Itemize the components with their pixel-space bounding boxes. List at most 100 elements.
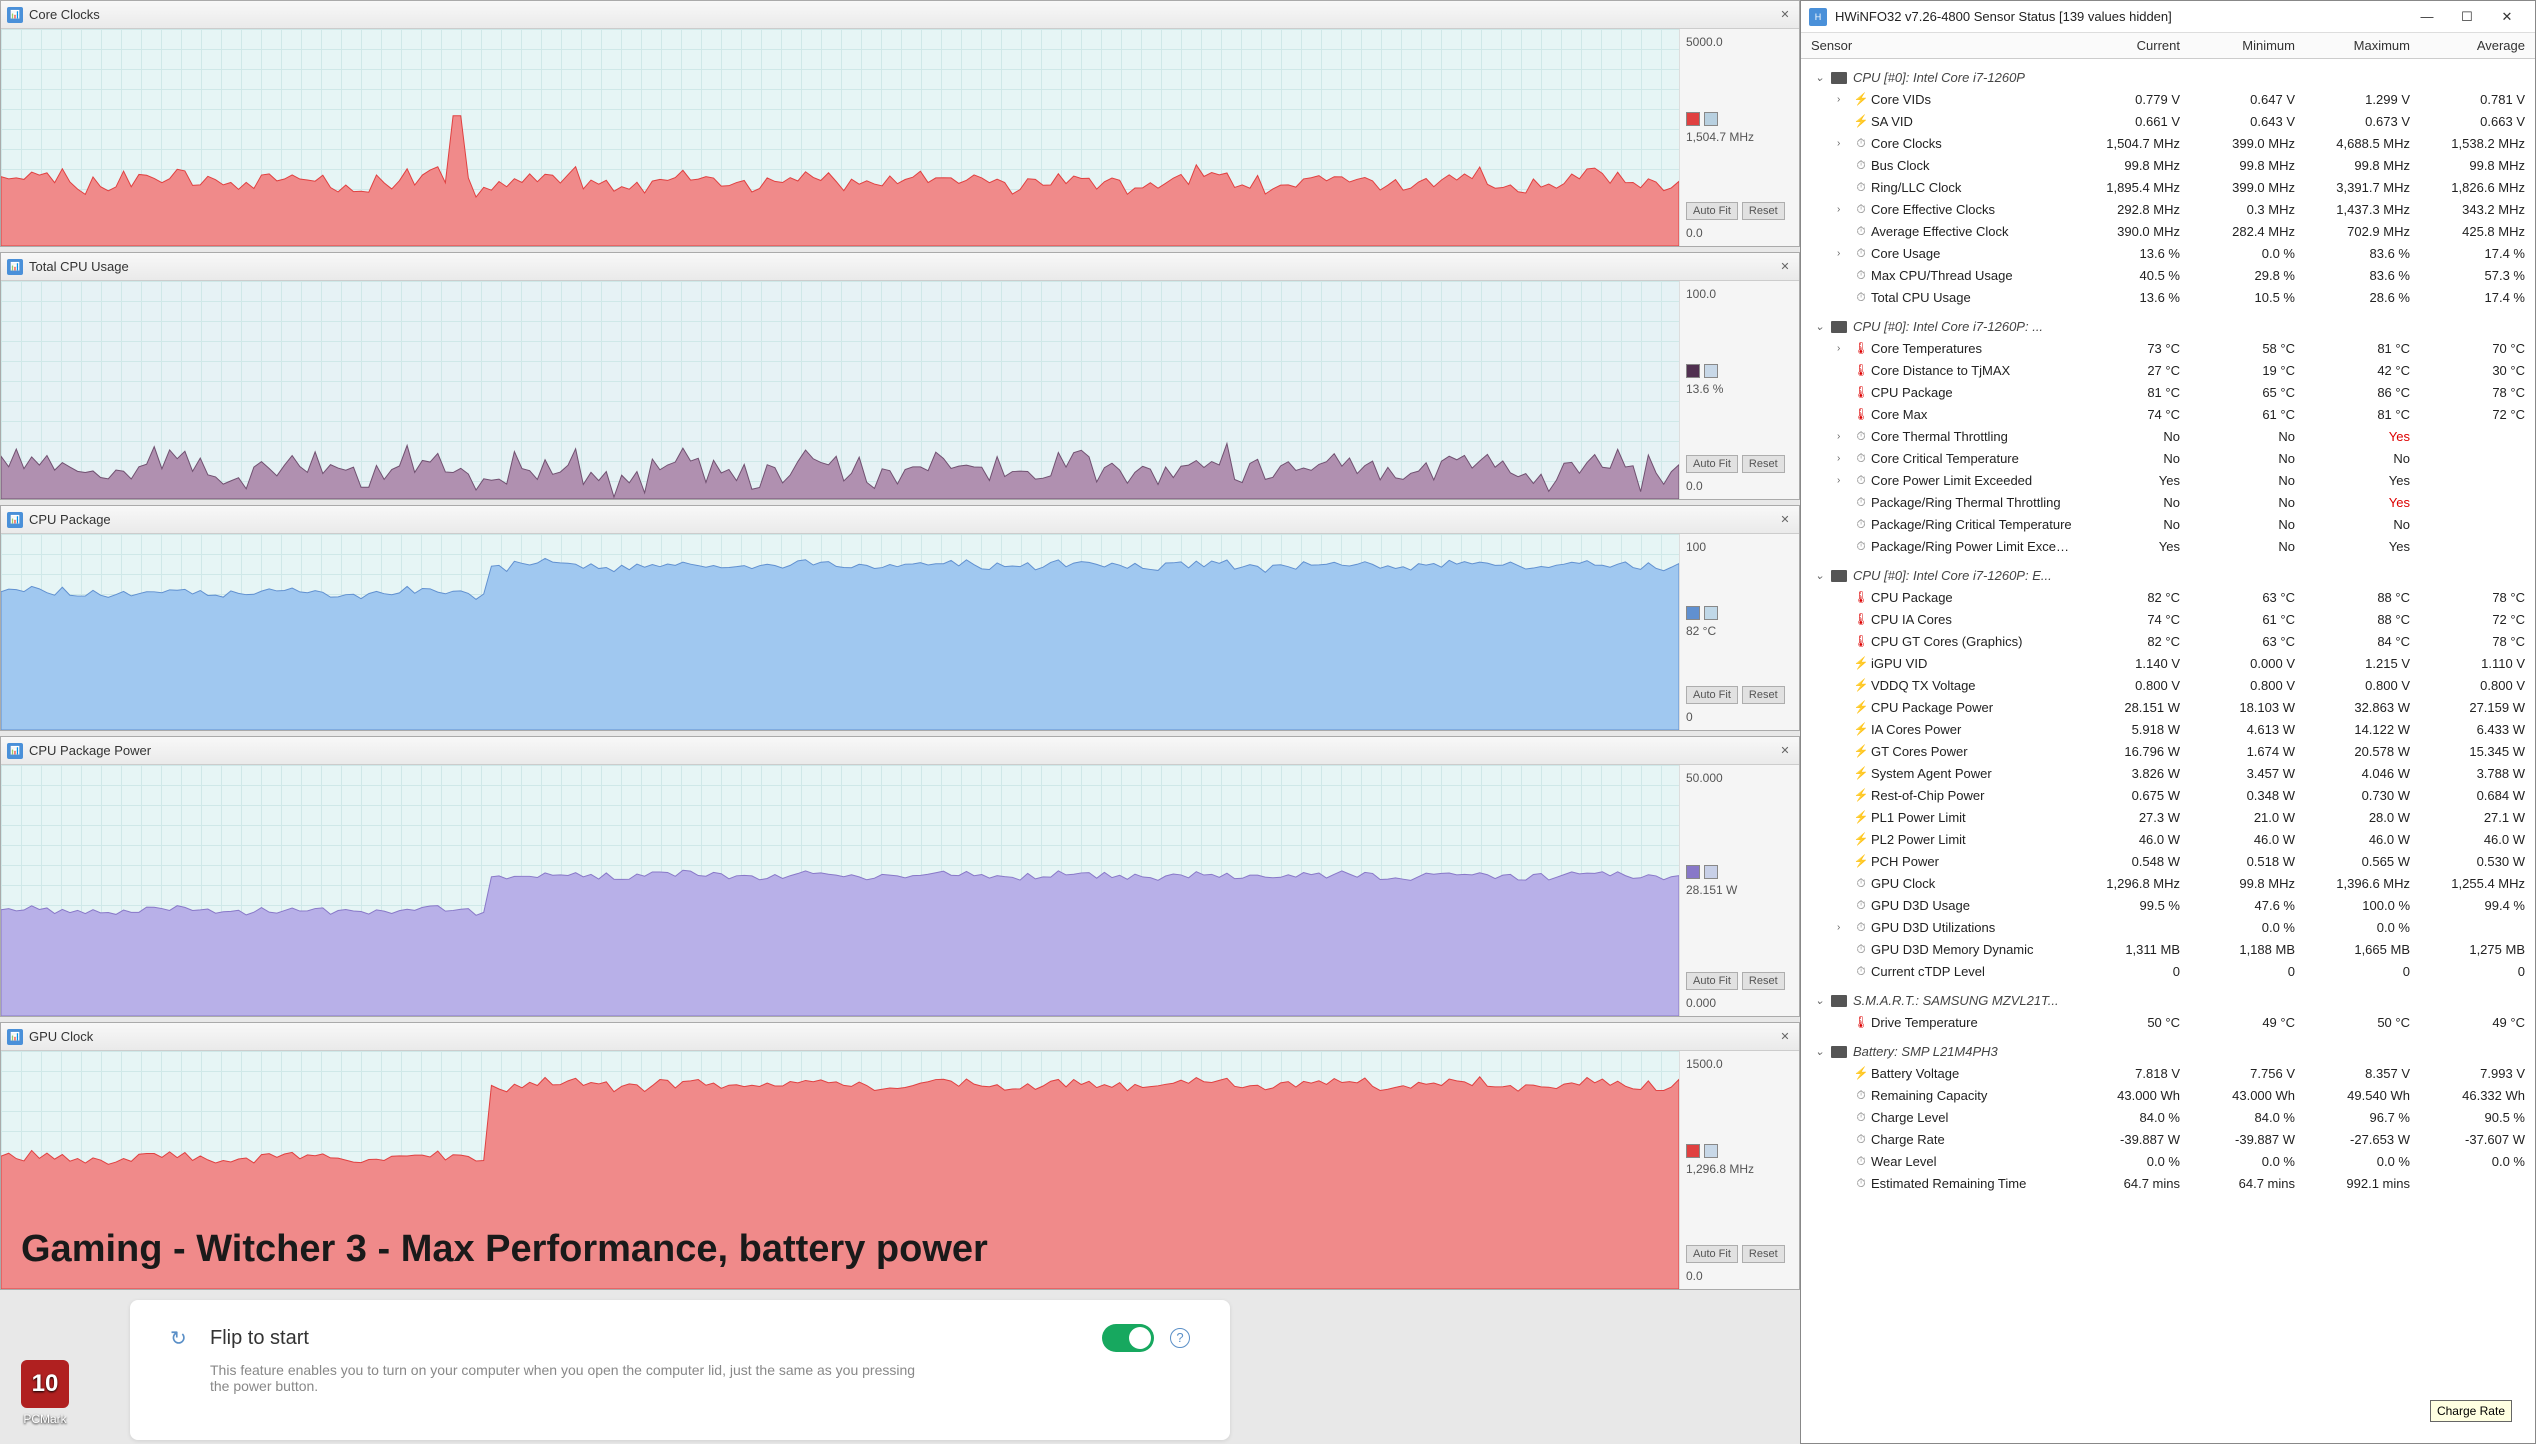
sensor-row[interactable]: ⚡ PL1 Power Limit 27.3 W 21.0 W 28.0 W 2…	[1801, 806, 2535, 828]
sensor-row[interactable]: ⏱ GPU D3D Usage 99.5 % 47.6 % 100.0 % 99…	[1801, 894, 2535, 916]
sensor-group-header[interactable]: ⌄ CPU [#0]: Intel Core i7-1260P: ...	[1801, 316, 2535, 337]
expand-icon[interactable]: ›	[1837, 475, 1849, 486]
autofit-button[interactable]: Auto Fit	[1686, 686, 1738, 704]
sensor-row[interactable]: ⚡ PL2 Power Limit 46.0 W 46.0 W 46.0 W 4…	[1801, 828, 2535, 850]
sensor-row[interactable]: ⏱ Max CPU/Thread Usage 40.5 % 29.8 % 83.…	[1801, 264, 2535, 286]
help-icon[interactable]: ?	[1170, 1328, 1190, 1348]
chart-area[interactable]	[1, 765, 1679, 1016]
sensor-row[interactable]: › ⏱ Core Effective Clocks 292.8 MHz 0.3 …	[1801, 198, 2535, 220]
sensor-row[interactable]: ⚡ CPU Package Power 28.151 W 18.103 W 32…	[1801, 696, 2535, 718]
sensor-title-bar[interactable]: H HWiNFO32 v7.26-4800 Sensor Status [139…	[1801, 1, 2535, 33]
sensor-row[interactable]: ⏱ Estimated Remaining Time 64.7 mins 64.…	[1801, 1172, 2535, 1194]
sensor-row[interactable]: ⏱ Ring/LLC Clock 1,895.4 MHz 399.0 MHz 3…	[1801, 176, 2535, 198]
sensor-row[interactable]: ⏱ Total CPU Usage 13.6 % 10.5 % 28.6 % 1…	[1801, 286, 2535, 308]
chart-close-button[interactable]: ✕	[1777, 259, 1793, 275]
chart-area[interactable]	[1, 281, 1679, 499]
chart-title-bar[interactable]: 📊 Total CPU Usage ✕	[1, 253, 1799, 281]
collapse-icon[interactable]: ⌄	[1815, 569, 1829, 582]
sensor-row[interactable]: ⏱ Charge Level 84.0 % 84.0 % 96.7 % 90.5…	[1801, 1106, 2535, 1128]
reset-button[interactable]: Reset	[1742, 1245, 1785, 1263]
sensor-row[interactable]: › ⏱ Core Usage 13.6 % 0.0 % 83.6 % 17.4 …	[1801, 242, 2535, 264]
sensor-row[interactable]: › ⏱ Core Thermal Throttling No No Yes	[1801, 425, 2535, 447]
sensor-tree[interactable]: ⌄ CPU [#0]: Intel Core i7-1260P › ⚡ Core…	[1801, 59, 2535, 1443]
sensor-row[interactable]: 🌡 CPU GT Cores (Graphics) 82 °C 63 °C 84…	[1801, 630, 2535, 652]
sensor-row[interactable]: ⚡ iGPU VID 1.140 V 0.000 V 1.215 V 1.110…	[1801, 652, 2535, 674]
sensor-row[interactable]: ⏱ GPU D3D Memory Dynamic 1,311 MB 1,188 …	[1801, 938, 2535, 960]
sensor-row[interactable]: ⚡ SA VID 0.661 V 0.643 V 0.673 V 0.663 V	[1801, 110, 2535, 132]
sensor-row[interactable]: › ⚡ Core VIDs 0.779 V 0.647 V 1.299 V 0.…	[1801, 88, 2535, 110]
autofit-button[interactable]: Auto Fit	[1686, 455, 1738, 473]
collapse-icon[interactable]: ⌄	[1815, 994, 1829, 1007]
expand-icon[interactable]: ›	[1837, 431, 1849, 442]
expand-icon[interactable]: ›	[1837, 248, 1849, 259]
sensor-row[interactable]: 🌡 Core Max 74 °C 61 °C 81 °C 72 °C	[1801, 403, 2535, 425]
sensor-row[interactable]: ⏱ GPU Clock 1,296.8 MHz 99.8 MHz 1,396.6…	[1801, 872, 2535, 894]
sensor-row[interactable]: ⚡ System Agent Power 3.826 W 3.457 W 4.0…	[1801, 762, 2535, 784]
sensor-row[interactable]: ⏱ Package/Ring Power Limit Exceed... Yes…	[1801, 535, 2535, 557]
col-maximum[interactable]: Maximum	[2305, 38, 2420, 53]
sensor-row[interactable]: ⚡ GT Cores Power 16.796 W 1.674 W 20.578…	[1801, 740, 2535, 762]
sensor-row[interactable]: 🌡 CPU IA Cores 74 °C 61 °C 88 °C 72 °C	[1801, 608, 2535, 630]
flip-toggle[interactable]	[1102, 1324, 1154, 1352]
desktop-icon[interactable]: 10PCMark	[10, 1360, 80, 1426]
chart-close-button[interactable]: ✕	[1777, 743, 1793, 759]
col-current[interactable]: Current	[2075, 38, 2190, 53]
chart-close-button[interactable]: ✕	[1777, 512, 1793, 528]
autofit-button[interactable]: Auto Fit	[1686, 972, 1738, 990]
chart-title-bar[interactable]: 📊 CPU Package Power ✕	[1, 737, 1799, 765]
collapse-icon[interactable]: ⌄	[1815, 71, 1829, 84]
sensor-row[interactable]: ⏱ Wear Level 0.0 % 0.0 % 0.0 % 0.0 %	[1801, 1150, 2535, 1172]
collapse-icon[interactable]: ⌄	[1815, 320, 1829, 333]
sensor-row[interactable]: ⏱ Bus Clock 99.8 MHz 99.8 MHz 99.8 MHz 9…	[1801, 154, 2535, 176]
sensor-group-header[interactable]: ⌄ CPU [#0]: Intel Core i7-1260P	[1801, 67, 2535, 88]
sensor-row[interactable]: 🌡 Drive Temperature 50 °C 49 °C 50 °C 49…	[1801, 1011, 2535, 1033]
expand-icon[interactable]: ›	[1837, 204, 1849, 215]
sensor-group-header[interactable]: ⌄ S.M.A.R.T.: SAMSUNG MZVL21T...	[1801, 990, 2535, 1011]
expand-icon[interactable]: ›	[1837, 922, 1849, 933]
chart-title-bar[interactable]: 📊 Core Clocks ✕	[1, 1, 1799, 29]
sensor-group-header[interactable]: ⌄ Battery: SMP L21M4PH3	[1801, 1041, 2535, 1062]
sensor-row[interactable]: ⏱ Package/Ring Thermal Throttling No No …	[1801, 491, 2535, 513]
sensor-row[interactable]: › 🌡 Core Temperatures 73 °C 58 °C 81 °C …	[1801, 337, 2535, 359]
sensor-row[interactable]: ⚡ Rest-of-Chip Power 0.675 W 0.348 W 0.7…	[1801, 784, 2535, 806]
sensor-row[interactable]: 🌡 Core Distance to TjMAX 27 °C 19 °C 42 …	[1801, 359, 2535, 381]
minimize-button[interactable]: —	[2407, 2, 2447, 32]
col-average[interactable]: Average	[2420, 38, 2535, 53]
autofit-button[interactable]: Auto Fit	[1686, 1245, 1738, 1263]
sensor-row[interactable]: › ⏱ GPU D3D Utilizations 0.0 % 0.0 %	[1801, 916, 2535, 938]
sensor-row[interactable]: ⏱ Average Effective Clock 390.0 MHz 282.…	[1801, 220, 2535, 242]
reset-button[interactable]: Reset	[1742, 202, 1785, 220]
sensor-row[interactable]: ⚡ IA Cores Power 5.918 W 4.613 W 14.122 …	[1801, 718, 2535, 740]
collapse-icon[interactable]: ⌄	[1815, 1045, 1829, 1058]
chart-close-button[interactable]: ✕	[1777, 1029, 1793, 1045]
sensor-row[interactable]: ⚡ PCH Power 0.548 W 0.518 W 0.565 W 0.53…	[1801, 850, 2535, 872]
expand-icon[interactable]: ›	[1837, 94, 1849, 105]
chart-area[interactable]: Gaming - Witcher 3 - Max Performance, ba…	[1, 1051, 1679, 1289]
sensor-row[interactable]: ⚡ VDDQ TX Voltage 0.800 V 0.800 V 0.800 …	[1801, 674, 2535, 696]
reset-button[interactable]: Reset	[1742, 972, 1785, 990]
chart-close-button[interactable]: ✕	[1777, 7, 1793, 23]
sensor-row[interactable]: ⏱ Package/Ring Critical Temperature No N…	[1801, 513, 2535, 535]
sensor-row[interactable]: › ⏱ Core Power Limit Exceeded Yes No Yes	[1801, 469, 2535, 491]
sensor-row[interactable]: 🌡 CPU Package 82 °C 63 °C 88 °C 78 °C	[1801, 586, 2535, 608]
close-button[interactable]: ✕	[2487, 2, 2527, 32]
reset-button[interactable]: Reset	[1742, 455, 1785, 473]
sensor-row[interactable]: 🌡 CPU Package 81 °C 65 °C 86 °C 78 °C	[1801, 381, 2535, 403]
sensor-row[interactable]: › ⏱ Core Critical Temperature No No No	[1801, 447, 2535, 469]
sensor-group-header[interactable]: ⌄ CPU [#0]: Intel Core i7-1260P: E...	[1801, 565, 2535, 586]
expand-icon[interactable]: ›	[1837, 343, 1849, 354]
sensor-row[interactable]: ⏱ Current cTDP Level 0 0 0 0	[1801, 960, 2535, 982]
maximize-button[interactable]: ☐	[2447, 2, 2487, 32]
chart-area[interactable]	[1, 534, 1679, 730]
expand-icon[interactable]: ›	[1837, 138, 1849, 149]
reset-button[interactable]: Reset	[1742, 686, 1785, 704]
expand-icon[interactable]: ›	[1837, 453, 1849, 464]
sensor-row[interactable]: ⚡ Battery Voltage 7.818 V 7.756 V 8.357 …	[1801, 1062, 2535, 1084]
sensor-row[interactable]: › ⏱ Core Clocks 1,504.7 MHz 399.0 MHz 4,…	[1801, 132, 2535, 154]
chart-area[interactable]	[1, 29, 1679, 246]
chart-title-bar[interactable]: 📊 CPU Package ✕	[1, 506, 1799, 534]
autofit-button[interactable]: Auto Fit	[1686, 202, 1738, 220]
sensor-row[interactable]: ⏱ Remaining Capacity 43.000 Wh 43.000 Wh…	[1801, 1084, 2535, 1106]
chart-title-bar[interactable]: 📊 GPU Clock ✕	[1, 1023, 1799, 1051]
sensor-row[interactable]: ⏱ Charge Rate -39.887 W -39.887 W -27.65…	[1801, 1128, 2535, 1150]
